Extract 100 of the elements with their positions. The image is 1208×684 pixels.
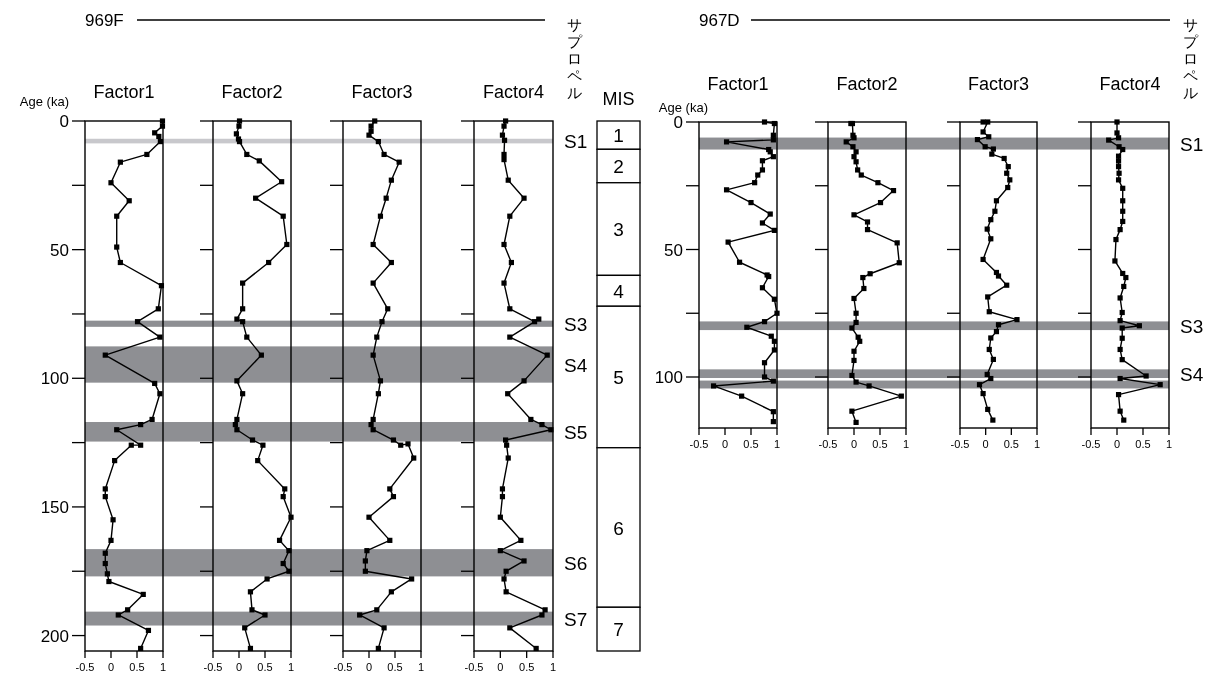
point <box>381 151 387 158</box>
point <box>858 172 864 178</box>
point <box>1119 335 1125 341</box>
chart-title: Factor2 <box>836 74 898 94</box>
point <box>381 625 387 631</box>
point <box>507 334 513 340</box>
point <box>995 322 1002 328</box>
series-label: 4 <box>613 280 625 302</box>
point <box>366 514 372 520</box>
x-tick-label: -0.5 <box>333 661 353 673</box>
point <box>851 357 857 364</box>
point <box>898 393 904 399</box>
point <box>985 119 991 125</box>
text: 967D <box>699 11 740 30</box>
x-tick-label: 0.5 <box>1135 438 1151 450</box>
point <box>280 213 286 219</box>
x-tick-label: -0.5 <box>1081 438 1101 450</box>
point <box>115 612 121 618</box>
point <box>861 285 867 292</box>
band-label: S1 <box>1180 133 1204 155</box>
point <box>505 391 511 397</box>
point <box>896 260 902 266</box>
point <box>986 134 992 140</box>
point <box>723 187 730 193</box>
point <box>864 219 871 225</box>
x-tick-label: 0 <box>982 438 989 450</box>
point <box>993 198 1000 204</box>
point <box>398 442 404 448</box>
point <box>528 416 534 423</box>
point <box>849 408 855 414</box>
point <box>1005 184 1011 191</box>
x-tick-label: 0.5 <box>387 661 403 673</box>
point <box>894 240 900 246</box>
series-label: 7 <box>613 619 624 641</box>
point <box>507 625 513 631</box>
point <box>853 419 859 425</box>
point <box>1121 417 1127 423</box>
point <box>157 334 163 340</box>
point <box>771 120 777 127</box>
point <box>980 129 986 135</box>
point <box>1117 227 1123 233</box>
y-axis-title: Age (ka) <box>658 100 708 115</box>
point <box>159 123 166 129</box>
point <box>866 383 872 389</box>
x-tick-label: 1 <box>902 438 910 450</box>
point <box>117 259 123 266</box>
y-axis-title: Age (ka) <box>19 94 69 109</box>
point <box>282 486 288 492</box>
point <box>364 548 370 554</box>
y-tick-label: 200 <box>40 626 69 646</box>
point <box>159 118 166 124</box>
point <box>156 133 162 140</box>
point <box>548 427 554 433</box>
point <box>1136 323 1142 329</box>
point <box>739 393 745 399</box>
point <box>368 123 374 129</box>
point <box>102 494 108 500</box>
point <box>752 180 758 186</box>
point <box>771 338 777 344</box>
point <box>104 571 110 577</box>
x-tick-label: 1 <box>287 661 295 673</box>
point <box>1115 392 1122 398</box>
point <box>503 118 509 124</box>
x-tick-label: 0 <box>1113 438 1121 450</box>
point <box>157 138 163 145</box>
point <box>501 241 507 248</box>
point <box>362 568 368 574</box>
point <box>236 118 243 124</box>
point <box>501 280 507 286</box>
point <box>521 195 527 201</box>
point <box>995 273 1002 279</box>
x-tick-label: -0.5 <box>464 661 484 673</box>
point <box>501 151 507 158</box>
point <box>1116 170 1122 176</box>
point <box>980 390 986 397</box>
point <box>253 195 259 201</box>
point <box>279 179 285 185</box>
point <box>158 283 165 289</box>
point <box>405 441 411 447</box>
point <box>138 442 144 448</box>
x-tick-label: -0.5 <box>689 438 709 450</box>
chart-title: Factor1 <box>93 82 155 102</box>
point <box>864 227 871 233</box>
point <box>256 158 262 164</box>
point <box>1115 158 1122 164</box>
point <box>377 213 384 219</box>
point <box>851 154 857 160</box>
point <box>262 612 268 618</box>
point <box>244 334 250 340</box>
point <box>409 576 415 582</box>
point <box>851 212 857 218</box>
point <box>102 560 108 567</box>
series-label: 5 <box>613 367 624 388</box>
point <box>759 167 766 173</box>
point <box>112 458 118 464</box>
point <box>288 514 294 520</box>
point <box>499 486 506 492</box>
point <box>1004 170 1010 176</box>
y-tick-label: 100 <box>40 369 69 389</box>
point <box>375 391 381 397</box>
